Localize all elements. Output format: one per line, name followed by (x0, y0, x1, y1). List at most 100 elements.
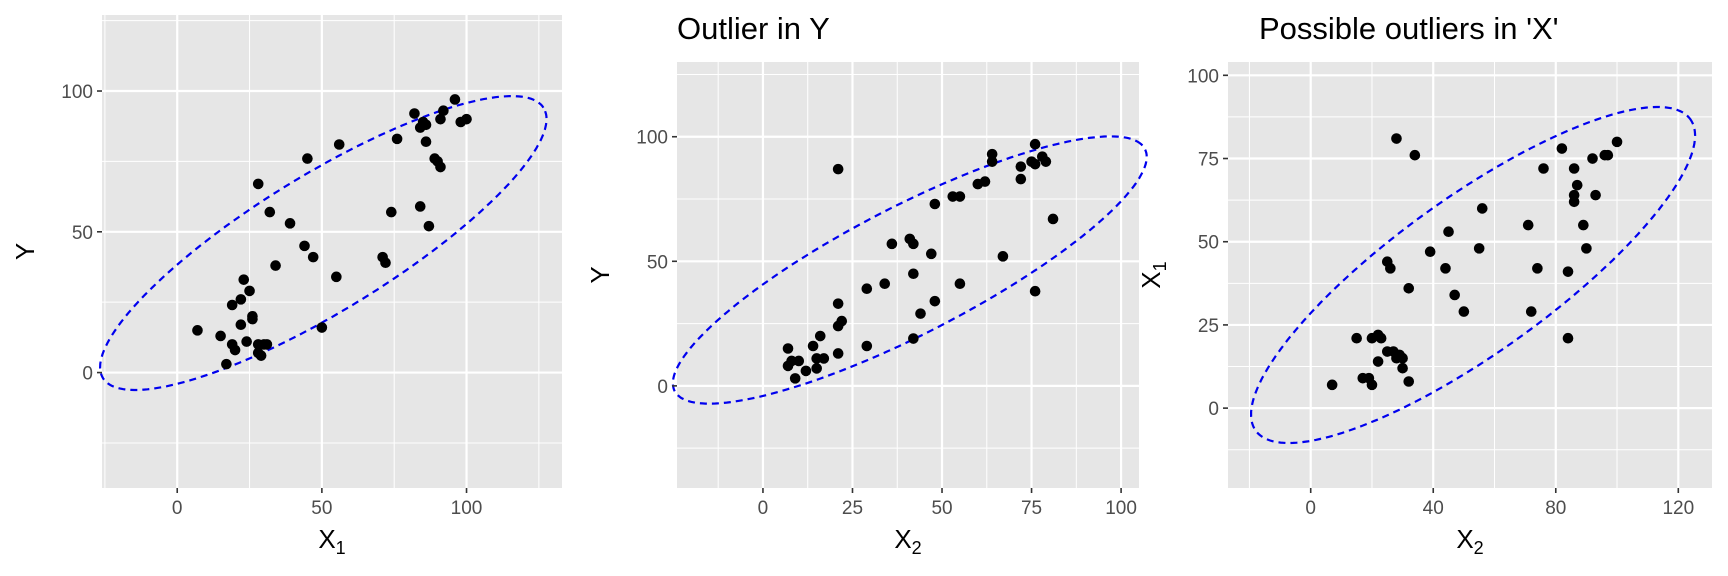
panel-2-point-30 (954, 191, 966, 202)
panel-1-point-5 (229, 344, 241, 356)
panel-3-point-32 (1556, 143, 1568, 154)
panel-3-point-37 (1568, 189, 1580, 201)
panel-3-point-17 (1397, 362, 1408, 374)
panel-2-point-36 (1015, 173, 1027, 185)
panel-3-point-29 (1525, 306, 1537, 317)
panel-3-x-tick-label-2: 80 (1545, 498, 1566, 519)
panel-3-x-tick-label-0: 0 (1305, 498, 1316, 519)
panel-3-point-30 (1532, 263, 1543, 274)
panel-2-background (677, 62, 1139, 488)
panel-1-point-36 (420, 119, 432, 131)
panel-2-point-39 (1029, 285, 1041, 297)
panel-1-point-12 (247, 310, 258, 322)
panel-2-point-37 (1015, 161, 1027, 172)
panel-3-y-tick-label-0: 0 (1208, 399, 1219, 420)
panel-2-y-axis-title: Y (585, 266, 615, 283)
panel-3-point-28 (1522, 219, 1534, 231)
panel-3-x-tick-label-3: 120 (1662, 498, 1694, 519)
panel-1-point-19 (264, 206, 276, 218)
panel-1-x-tick-label-2: 100 (451, 498, 483, 519)
panel-1-point-41 (435, 161, 446, 173)
panel-3-point-6 (1372, 356, 1384, 367)
panel-2-point-4 (793, 355, 805, 367)
panel-3-point-22 (1440, 263, 1451, 274)
panel-1-point-25 (316, 322, 328, 333)
panel-2-ticks: 0 25 50 75 100 0 50 100 (636, 128, 1137, 519)
panel-2-point-25 (925, 248, 937, 260)
panel-1-point-27 (333, 139, 345, 150)
panel-2-point-18 (879, 278, 891, 290)
panel-3-point-16 (1397, 352, 1408, 364)
panel-2-point-41 (1029, 138, 1041, 150)
panel-2-point-6 (807, 340, 819, 352)
panel-2-point-16 (861, 340, 873, 352)
panel-2-point-10 (818, 353, 830, 364)
panel-2-point-29 (954, 278, 966, 290)
panel-2-point-5 (800, 365, 812, 377)
panel-1-point-6 (235, 319, 247, 331)
panel-1-point-32 (409, 108, 420, 119)
panel-3-x-tick-label-1: 40 (1423, 498, 1444, 519)
panel-2-point-27 (929, 198, 941, 210)
panel-1-point-24 (307, 251, 319, 263)
panel-1-point-10 (244, 285, 255, 297)
panel-3-y-tick-label-3: 75 (1198, 150, 1219, 171)
panel-1-y-tick-label-0: 0 (82, 364, 93, 385)
panel-1-ellipse (98, 95, 548, 392)
panel-1-point-8 (238, 274, 250, 285)
panel-2-point-17 (861, 283, 873, 295)
panel-1-point-30 (386, 206, 397, 218)
panel-3-point-5 (1366, 379, 1378, 391)
panel-2-y-tick-label-1: 50 (647, 252, 668, 273)
panel-1-point-37 (420, 136, 432, 147)
panel-1-point-38 (423, 220, 435, 232)
panel-2-x-tick-label-3: 75 (1021, 498, 1042, 519)
panel-3-point-1 (1351, 332, 1362, 344)
panel-3-point-27 (1476, 203, 1488, 214)
panel-1-y-axis-title: Y (10, 243, 40, 260)
panel-3: 0 40 80 120 0 25 50 75 100 Possible outliers in … (1136, 11, 1712, 558)
panel-2-x-axis-title: X2 (894, 524, 921, 558)
panel-1-point-2 (221, 358, 232, 370)
panel-1-point-9 (241, 336, 252, 347)
panel-1-y-tick-label-2: 100 (61, 82, 93, 103)
panel-3-point-35 (1568, 163, 1580, 174)
panel-3-point-19 (1403, 376, 1415, 387)
panel-2-x-tick-label-1: 25 (842, 498, 863, 519)
panel-2-point-14 (832, 163, 844, 175)
panel-3-point-41 (1587, 153, 1598, 164)
panel-1-point-43 (438, 105, 449, 117)
panel-2-x-tick-label-4: 100 (1105, 498, 1137, 519)
panel-1: 0 50 100 0 50 100 X1 Y (10, 15, 562, 558)
panel-1-x-axis-title: X1 (318, 524, 345, 558)
panel-3-point-24 (1449, 289, 1460, 301)
panel-3-point-40 (1581, 243, 1592, 254)
panel-1-point-7 (235, 294, 247, 305)
panel-2-gridlines (677, 62, 1139, 488)
panel-2-point-3 (789, 373, 801, 384)
panel-3-y-tick-label-4: 100 (1187, 66, 1219, 87)
panel-3-point-0 (1326, 379, 1338, 391)
panel-3-ticks: 0 40 80 120 0 25 50 75 100 (1187, 66, 1694, 519)
panel-2-ellipse (671, 135, 1148, 405)
panel-2-point-35 (997, 251, 1009, 262)
panel-3-point-44 (1602, 149, 1614, 161)
panel-2-point-32 (979, 176, 991, 187)
panel-2-point-40 (1029, 158, 1041, 170)
panel-2-point-43 (1040, 156, 1052, 167)
panel-2-x-tick-label-0: 0 (758, 498, 769, 519)
panel-3-point-34 (1562, 332, 1574, 344)
panel-3-gridlines (1228, 62, 1712, 488)
panel-3-point-18 (1403, 283, 1415, 294)
panel-2-point-33 (986, 156, 998, 167)
panel-3-point-31 (1538, 163, 1549, 174)
panel-1-y-tick-label-1: 50 (72, 223, 93, 244)
panel-2-y-tick-label-0: 0 (657, 377, 668, 398)
panel-3-point-20 (1409, 149, 1421, 161)
panel-2-y-tick-label-2: 100 (636, 128, 668, 149)
panel-1-x-tick-label-0: 0 (172, 498, 183, 519)
panel-2-point-7 (811, 363, 822, 374)
panel-1-point-29 (380, 257, 391, 269)
panel-1-point-14 (252, 178, 264, 190)
panel-1-point-1 (215, 330, 226, 342)
